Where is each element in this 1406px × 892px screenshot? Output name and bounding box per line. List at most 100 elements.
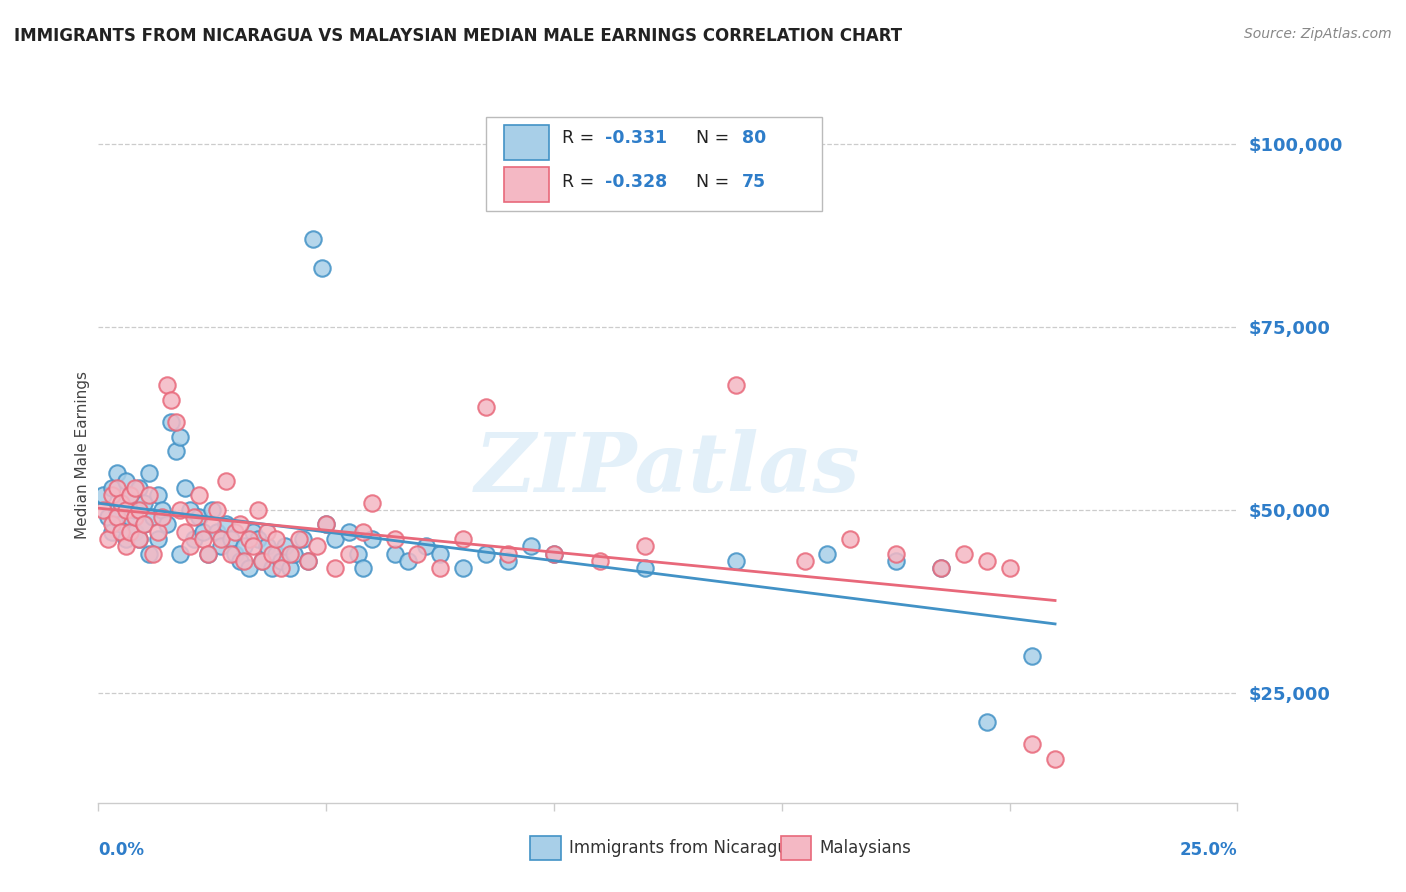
Point [278, 547, 301, 561]
Point [270, 561, 292, 575]
Point [169, 429, 191, 443]
Point [183, 510, 205, 524]
Point [219, 532, 242, 546]
Point [429, 561, 451, 575]
Point [1043, 752, 1066, 766]
Point [278, 561, 301, 575]
Text: R =: R = [562, 129, 600, 147]
Point [110, 495, 132, 509]
Point [498, 547, 520, 561]
Point [101, 524, 124, 539]
Point [242, 540, 264, 554]
Point [124, 510, 146, 524]
Point [179, 540, 201, 554]
Point [588, 554, 610, 568]
Point [228, 554, 250, 568]
Point [128, 481, 150, 495]
Point [315, 517, 337, 532]
Text: Source: ZipAtlas.com: Source: ZipAtlas.com [1244, 27, 1392, 41]
Point [205, 503, 228, 517]
Point [323, 532, 346, 546]
Point [252, 554, 274, 568]
Text: N =: N = [685, 129, 735, 147]
Point [124, 481, 146, 495]
Text: N =: N = [685, 173, 735, 191]
Point [725, 554, 748, 568]
Point [96, 510, 118, 524]
Point [201, 503, 224, 517]
Point [146, 524, 169, 539]
Point [233, 540, 256, 554]
Point [998, 561, 1021, 575]
Point [187, 510, 209, 524]
Point [156, 517, 179, 532]
Point [96, 532, 118, 546]
Point [451, 532, 474, 546]
Point [347, 547, 370, 561]
Point [132, 517, 155, 532]
Point [337, 547, 360, 561]
Point [101, 481, 124, 495]
Text: Immigrants from Nicaragua: Immigrants from Nicaragua [569, 839, 797, 857]
Point [150, 510, 173, 524]
Text: 80: 80 [742, 129, 766, 147]
Point [793, 554, 815, 568]
Point [252, 554, 274, 568]
Point [128, 532, 150, 546]
Point [256, 524, 278, 539]
Point [215, 474, 238, 488]
Point [634, 540, 657, 554]
Point [91, 503, 114, 517]
Point [187, 488, 209, 502]
Point [160, 392, 183, 407]
Point [224, 547, 246, 561]
Point [307, 540, 329, 554]
Point [120, 524, 142, 539]
Point [543, 547, 565, 561]
Point [953, 547, 976, 561]
Point [174, 524, 197, 539]
Point [242, 524, 264, 539]
Point [256, 540, 278, 554]
Point [288, 532, 311, 546]
Point [337, 524, 360, 539]
Point [238, 561, 260, 575]
Point [114, 503, 136, 517]
Point [110, 524, 132, 539]
Point [142, 547, 165, 561]
Text: ZIPatlas: ZIPatlas [475, 429, 860, 508]
Point [138, 547, 160, 561]
Text: -0.328: -0.328 [605, 173, 668, 191]
Point [114, 540, 136, 554]
Point [292, 532, 315, 546]
Point [105, 503, 128, 517]
Point [429, 547, 451, 561]
Point [274, 540, 297, 554]
Point [384, 532, 406, 546]
Point [165, 444, 187, 458]
Point [301, 232, 323, 246]
Point [114, 474, 136, 488]
Text: IMMIGRANTS FROM NICARAGUA VS MALAYSIAN MEDIAN MALE EARNINGS CORRELATION CHART: IMMIGRANTS FROM NICARAGUA VS MALAYSIAN M… [14, 27, 903, 45]
Point [360, 532, 382, 546]
Point [146, 532, 169, 546]
Point [174, 481, 197, 495]
Point [260, 547, 283, 561]
Point [142, 510, 165, 524]
Point [209, 532, 232, 546]
Point [219, 547, 242, 561]
Text: 25.0%: 25.0% [1180, 841, 1237, 859]
Point [1021, 737, 1043, 751]
Point [165, 415, 187, 429]
Point [451, 561, 474, 575]
Point [976, 554, 998, 568]
Point [120, 488, 142, 502]
Point [105, 481, 128, 495]
Point [128, 532, 150, 546]
Point [156, 378, 179, 392]
Point [264, 532, 287, 546]
Point [297, 554, 319, 568]
Point [929, 561, 952, 575]
Point [91, 488, 114, 502]
Point [205, 524, 228, 539]
